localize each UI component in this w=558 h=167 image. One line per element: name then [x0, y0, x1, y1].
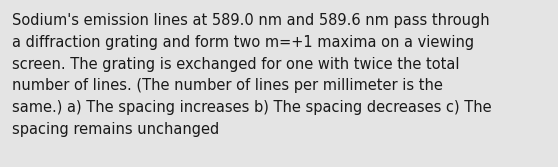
Text: number of lines. (The number of lines per millimeter is the: number of lines. (The number of lines pe… — [12, 78, 443, 93]
Text: Sodium's emission lines at 589.0 nm and 589.6 nm pass through: Sodium's emission lines at 589.0 nm and … — [12, 13, 489, 28]
Text: same.) a) The spacing increases b) The spacing decreases c) The: same.) a) The spacing increases b) The s… — [12, 100, 492, 115]
Text: screen. The grating is exchanged for one with twice the total: screen. The grating is exchanged for one… — [12, 57, 459, 72]
Text: a diffraction grating and form two m=+1 maxima on a viewing: a diffraction grating and form two m=+1 … — [12, 35, 474, 50]
Text: spacing remains unchanged: spacing remains unchanged — [12, 122, 219, 137]
